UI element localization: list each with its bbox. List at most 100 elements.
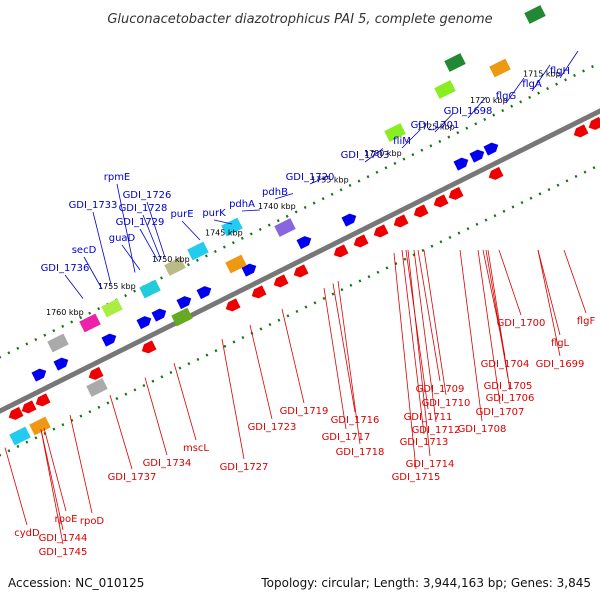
reverse-gene-arrow [393, 214, 409, 228]
bottom-gene-label: GDI_1712 [412, 425, 461, 436]
bottom-gene-label: GDI_1734 [143, 458, 192, 469]
kbp-scale-label: 1755 kbp [98, 282, 136, 291]
top-label-leader [364, 148, 384, 163]
kbp-scale-label: 1715 kbp [523, 70, 561, 79]
feature-block [164, 257, 186, 276]
kbp-scale-label: 1735 kbp [311, 176, 349, 185]
top-label-leader [213, 219, 233, 225]
bottom-label-leader [498, 249, 522, 316]
feature-block [524, 5, 546, 24]
feature-block [444, 53, 466, 72]
forward-gene-arrow [453, 157, 469, 171]
feature-block [101, 298, 123, 318]
top-label-leader [121, 244, 141, 271]
reverse-gene-arrow [573, 124, 589, 138]
top-gene-label: rpmE [104, 172, 131, 183]
bottom-gene-label: GDI_1718 [336, 447, 385, 458]
top-gene-label: GDI_1698 [444, 106, 493, 117]
bottom-label-leader [459, 249, 483, 422]
top-label-leader [274, 193, 294, 200]
bottom-gene-label: GDI_1715 [392, 472, 441, 483]
forward-gene-arrow [196, 286, 212, 300]
forward-gene-arrow [53, 357, 69, 371]
bottom-gene-label: GDI_1699 [536, 359, 585, 370]
top-label-leader [309, 175, 329, 185]
reverse-gene-arrow [353, 234, 369, 248]
top-gene-label: GDI_1726 [123, 190, 172, 201]
reverse-gene-arrow [225, 298, 241, 312]
feature-block [274, 218, 296, 237]
top-gene-label: GDI_1736 [41, 263, 90, 274]
bottom-label-leader [477, 249, 501, 405]
reverse-gene-arrow [488, 166, 504, 180]
top-gene-label: pdhA [229, 199, 255, 210]
bottom-label-leader [563, 249, 587, 314]
bottom-label-leader [43, 427, 67, 512]
bottom-label-leader [407, 249, 431, 457]
reverse-gene-arrow [141, 340, 157, 354]
feature-block [47, 333, 69, 353]
bottom-gene-label: GDI_1719 [280, 406, 329, 417]
bottom-label-leader [487, 249, 511, 391]
top-label-leader [559, 50, 579, 79]
bottom-label-leader [173, 362, 197, 441]
forward-gene-arrow [176, 296, 192, 310]
forward-gene-arrow [296, 236, 312, 250]
bottom-gene-label: GDI_1710 [422, 398, 471, 409]
top-gene-label: GDI_1703 [341, 150, 390, 161]
bottom-gene-label: GDI_1711 [404, 412, 453, 423]
reverse-gene-arrow [35, 393, 51, 407]
feature-block [225, 254, 247, 274]
top-gene-label: flgH [550, 66, 570, 77]
feature-block [221, 217, 243, 237]
bottom-label-leader [40, 429, 64, 545]
reverse-gene-arrow [21, 400, 37, 414]
bottom-gene-label: GDI_1744 [39, 533, 88, 544]
bottom-label-leader [485, 249, 509, 379]
bottom-gene-label: GDI_1700 [497, 318, 546, 329]
bottom-label-leader [69, 414, 93, 514]
top-label-leader [241, 209, 261, 212]
reverse-gene-arrow [293, 264, 309, 278]
feature-block [434, 80, 456, 99]
bottom-gene-label: flgL [551, 338, 570, 349]
bottom-label-leader [323, 287, 347, 430]
reverse-gene-arrow [273, 274, 289, 288]
bottom-label-leader [221, 338, 245, 460]
bottom-label-leader [249, 324, 273, 420]
top-label-leader [505, 77, 525, 104]
top-gene-label: flgG [496, 91, 516, 102]
top-gene-label: GDI_1729 [116, 217, 165, 228]
genome-summary-text: Topology: circular; Length: 3,944,163 bp… [260, 576, 591, 590]
reverse-gene-arrow [251, 285, 267, 299]
top-gene-label: flgA [522, 79, 542, 90]
genome-tracks [0, 61, 600, 457]
feature-block [171, 307, 193, 327]
top-label-leader [181, 220, 201, 241]
bottom-label-leader [401, 249, 425, 435]
top-gene-label: purE [170, 209, 193, 220]
genome-backbone [0, 108, 600, 414]
top-label-leader [146, 201, 166, 258]
gene-features [8, 5, 600, 446]
bottom-label-leader [40, 429, 64, 531]
kbp-scale: 1760 kbp 1755 kbp 1750 kbp 1745 kbp 1740 kbp… [46, 70, 561, 318]
accession-text: Accession: NC_010125 [8, 576, 144, 590]
feature-block [79, 313, 101, 333]
top-label-leader [92, 211, 112, 285]
top-gene-label: fliM [393, 136, 411, 147]
bottom-label-leader [144, 377, 168, 456]
top-gene-label: GDI_1733 [69, 200, 118, 211]
bottom-label-leader [413, 249, 437, 423]
bottom-label-leader [4, 447, 28, 526]
kbp-scale-label: 1750 kbp [152, 255, 190, 264]
bottom-gene-label: GDI_1705 [484, 381, 533, 392]
bottom-gene-label: GDI_1714 [406, 459, 455, 470]
forward-gene-arrow [341, 213, 357, 227]
top-gene-label: pdhB [262, 187, 288, 198]
bottom-gene-label: GDI_1737 [108, 472, 157, 483]
bottom-label-leader [417, 249, 441, 382]
feature-block [187, 241, 209, 261]
bottom-label-leader [537, 249, 561, 357]
bottom-gene-label: GDI_1704 [481, 359, 530, 370]
